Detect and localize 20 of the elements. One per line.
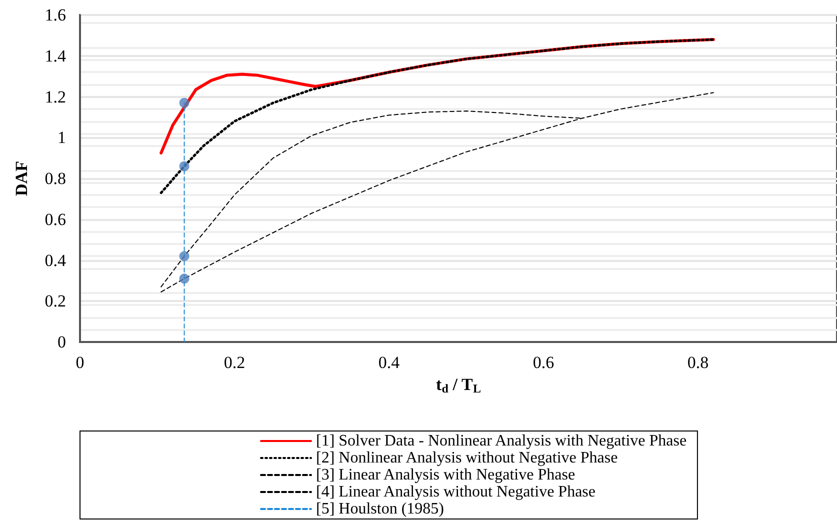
y-tick-label: 0.4 xyxy=(44,250,66,270)
y-tick-label: 0 xyxy=(58,332,66,352)
y-tick-label: 1.4 xyxy=(44,46,66,66)
y-tick-label: 0.8 xyxy=(44,169,66,188)
x-tick-label: 0.4 xyxy=(378,353,400,372)
x-tick-label: 0.8 xyxy=(687,353,709,372)
y-tick-label: 0.6 xyxy=(44,210,66,229)
y-tick-label: 1 xyxy=(58,128,66,148)
legend-label: [2] Nonlinear Analysis without Negative Phase xyxy=(316,450,618,466)
legend-label: [1] Solver Data - Nonlinear Analysis with Negative Phase xyxy=(316,432,687,450)
legend-label: [5] Houlston (1985) xyxy=(316,500,444,518)
x-tick-label: 0 xyxy=(76,353,84,372)
y-tick-label: 1.2 xyxy=(44,87,66,106)
legend-label: [3] Linear Analysis with Negative Phase xyxy=(316,466,576,484)
y-tick-label: 1.6 xyxy=(44,6,66,24)
y-tick-label: 0.2 xyxy=(44,292,66,311)
x-tick-label: 0.2 xyxy=(224,353,246,372)
x-tick-label: 0.6 xyxy=(532,353,554,372)
legend-label: [4] Linear Analysis without Negative Phase xyxy=(316,484,596,500)
y-axis-title: DAF xyxy=(12,161,31,196)
